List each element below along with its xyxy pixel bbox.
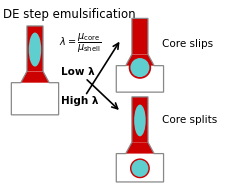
Text: Low λ: Low λ bbox=[61, 67, 95, 77]
Text: Core splits: Core splits bbox=[161, 115, 216, 125]
Bar bbox=[116, 154, 163, 182]
Ellipse shape bbox=[134, 105, 145, 136]
Bar bbox=[116, 66, 163, 92]
Polygon shape bbox=[21, 71, 49, 83]
Bar bbox=[11, 83, 58, 115]
Text: DE step emulsification: DE step emulsification bbox=[3, 8, 135, 21]
Text: $\lambda = \dfrac{\mu_{\rm core}}{\mu_{\rm shell}}$: $\lambda = \dfrac{\mu_{\rm core}}{\mu_{\… bbox=[58, 32, 101, 55]
Polygon shape bbox=[125, 142, 153, 154]
Text: Core slips: Core slips bbox=[161, 39, 212, 49]
Bar bbox=[131, 18, 147, 54]
Bar bbox=[131, 97, 147, 142]
Ellipse shape bbox=[29, 33, 41, 67]
Bar bbox=[27, 26, 43, 71]
Text: High λ: High λ bbox=[61, 96, 99, 106]
Circle shape bbox=[128, 56, 151, 79]
Circle shape bbox=[131, 160, 148, 177]
Circle shape bbox=[129, 158, 149, 178]
Circle shape bbox=[130, 58, 149, 77]
Polygon shape bbox=[125, 54, 153, 66]
